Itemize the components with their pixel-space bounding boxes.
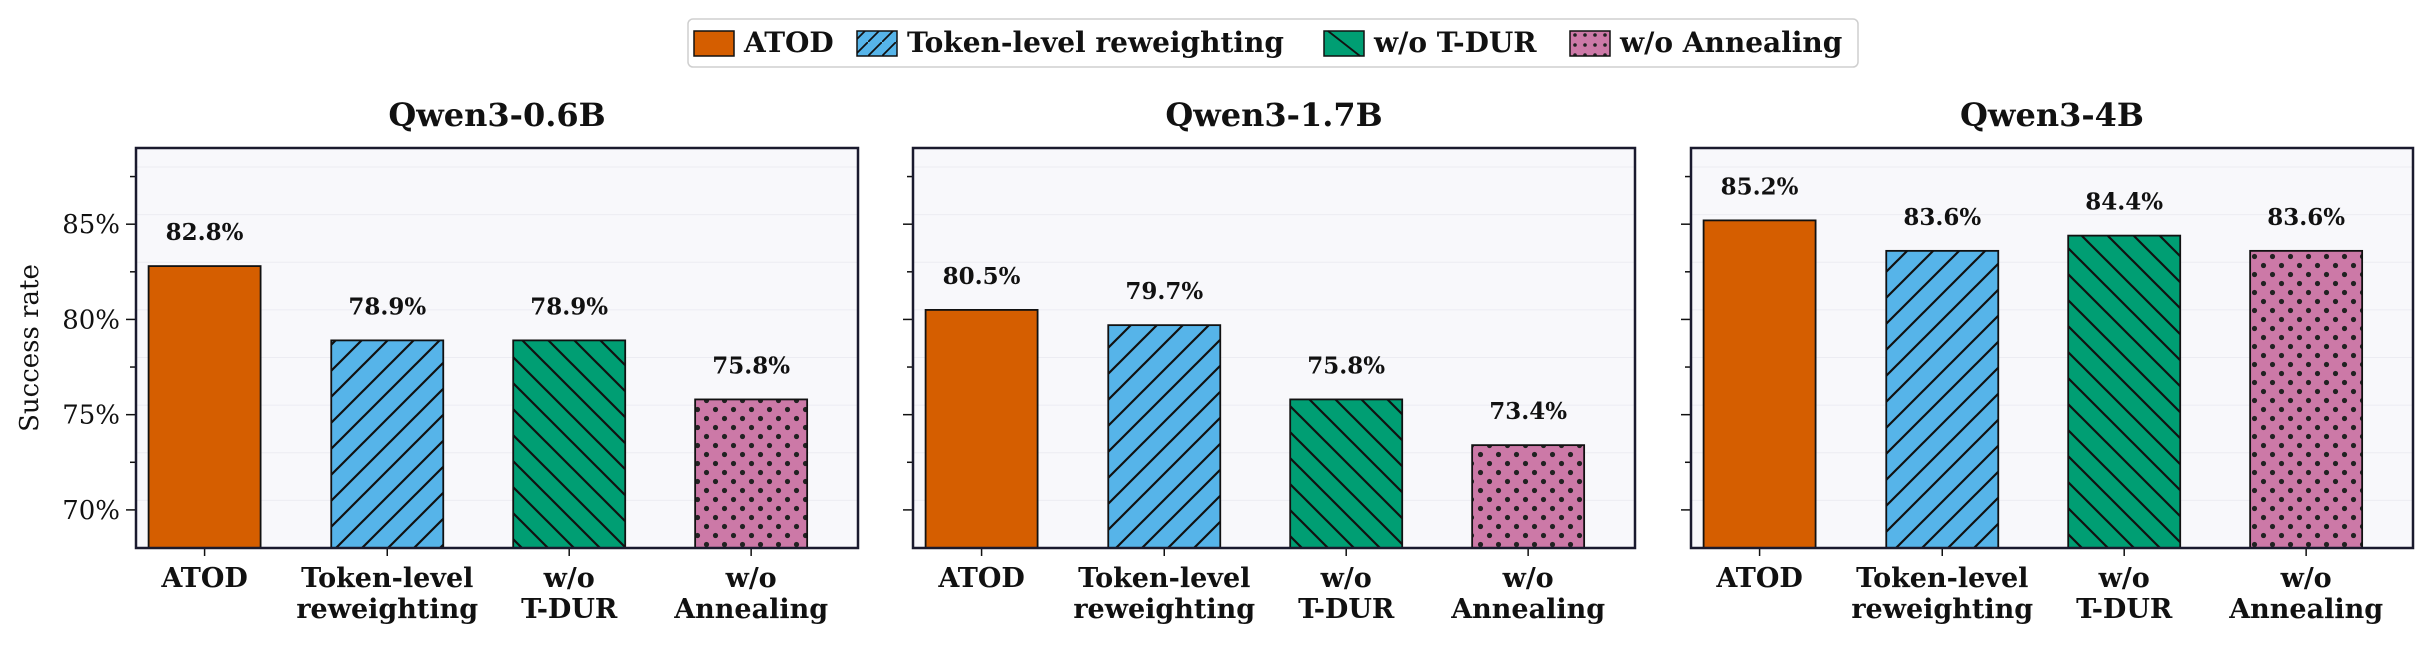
x-tick-label: Token-level reweighting xyxy=(1851,563,2033,625)
panel-title: Qwen3-4B xyxy=(1960,96,2144,134)
x-tick-label: ATOD xyxy=(160,563,248,594)
x-tick-label-line: Token-level xyxy=(1078,563,1250,594)
x-tick-label-line: w/o xyxy=(2280,563,2332,594)
x-tick-label-line: Annealing xyxy=(673,594,828,625)
bar xyxy=(1289,398,1404,549)
x-tick-label: w/o Annealing xyxy=(1450,563,1605,625)
y-axis-label: Success rate xyxy=(15,264,45,432)
x-tick-label-line: T-DUR xyxy=(521,594,618,625)
plot-frame xyxy=(911,146,1637,550)
plot-frame xyxy=(134,146,860,550)
bar xyxy=(1702,219,1817,549)
bar xyxy=(694,398,809,549)
panel-title: Qwen3-1.7B xyxy=(1165,96,1382,134)
bar-value-label: 84.4% xyxy=(2085,189,2163,216)
bar-value-label: 82.8% xyxy=(166,219,244,246)
x-tick-label-line: T-DUR xyxy=(1298,594,1395,625)
bar xyxy=(2067,234,2182,549)
bar-value-label: 78.9% xyxy=(348,293,426,320)
bar-value-label: 83.6% xyxy=(2267,204,2345,231)
x-tick-label: Token-level reweighting xyxy=(296,563,478,625)
x-tick-label: w/o Annealing xyxy=(2228,563,2383,625)
x-tick-label: ATOD xyxy=(1715,563,1803,594)
x-tick-label: w/o T-DUR xyxy=(521,563,618,625)
x-tick-label-line: Annealing xyxy=(2228,594,2383,625)
y-tick-label: 85% xyxy=(62,210,120,240)
bar xyxy=(512,339,627,549)
x-tick-label-line: reweighting xyxy=(1073,594,1255,625)
panel-0: 70% 75% 80% 85% Success rate 82.8% ATOD 78.9% To… xyxy=(15,96,860,625)
panel-2: 85.2% ATOD 83.6% Token-level reweighting 84.4… xyxy=(1681,96,2415,625)
x-tick-label-line: Token-level xyxy=(1856,563,2028,594)
panel-title: Qwen3-0.6B xyxy=(388,96,605,134)
x-tick-label-line: w/o xyxy=(1320,563,1372,594)
y-tick-label: 75% xyxy=(62,401,120,431)
x-tick-label-line: ATOD xyxy=(160,563,248,594)
bar-value-label: 85.2% xyxy=(1721,173,1799,200)
legend-swatch-1 xyxy=(856,30,898,57)
x-tick-label-line: w/o xyxy=(543,563,595,594)
panel-1: 80.5% ATOD 79.7% Token-level reweighting 75.8… xyxy=(903,96,1637,625)
bar-value-label: 75.8% xyxy=(712,352,790,379)
bar-value-label: 78.9% xyxy=(530,293,608,320)
bar xyxy=(1107,324,1222,549)
bar xyxy=(2249,249,2364,549)
x-tick-label: w/o T-DUR xyxy=(1298,563,1395,625)
bar-value-label: 83.6% xyxy=(1903,204,1981,231)
x-tick-label: Token-level reweighting xyxy=(1073,563,1255,625)
legend-frame xyxy=(687,18,1859,68)
x-tick-label-line: ATOD xyxy=(937,563,1025,594)
bar-value-label: 75.8% xyxy=(1307,352,1385,379)
x-tick-label-line: ATOD xyxy=(1715,563,1803,594)
x-tick-label-line: Annealing xyxy=(1450,594,1605,625)
legend-label: w/o Annealing xyxy=(1619,26,1842,59)
bar-value-label: 73.4% xyxy=(1489,398,1567,425)
bar xyxy=(1885,249,2000,549)
x-tick-label-line: w/o xyxy=(725,563,777,594)
bar xyxy=(147,265,262,549)
x-tick-label-line: reweighting xyxy=(296,594,478,625)
y-tick-label: 80% xyxy=(62,305,120,335)
y-tick-label: 70% xyxy=(62,496,120,526)
legend-swatch-0 xyxy=(693,30,735,57)
x-tick-label-line: w/o xyxy=(2098,563,2150,594)
bar xyxy=(924,309,1039,549)
x-tick-label-line: reweighting xyxy=(1851,594,2033,625)
x-tick-label-line: T-DUR xyxy=(2076,594,2173,625)
bar-value-label: 79.7% xyxy=(1125,278,1203,305)
legend-label: Token-level reweighting xyxy=(907,26,1284,59)
x-tick-label: ATOD xyxy=(937,563,1025,594)
legend-hatch-line xyxy=(1327,30,1361,57)
bar-value-label: 80.5% xyxy=(943,263,1021,290)
panels: 70% 75% 80% 85% Success rate 82.8% ATOD 78.9% To… xyxy=(15,96,2415,625)
legend-label: ATOD xyxy=(743,26,834,59)
legend: ATOD Token-level reweighting w/o T-DUR w/o … xyxy=(687,18,1859,68)
x-tick-label-line: Token-level xyxy=(301,563,473,594)
x-tick-label: w/o T-DUR xyxy=(2076,563,2173,625)
bar xyxy=(1471,444,1586,549)
legend-swatch-3 xyxy=(1569,30,1611,57)
legend-label: w/o T-DUR xyxy=(1373,26,1537,59)
x-tick-label: w/o Annealing xyxy=(673,563,828,625)
bar xyxy=(330,339,445,549)
plot-frame xyxy=(1689,146,2415,550)
x-tick-label-line: w/o xyxy=(1502,563,1554,594)
